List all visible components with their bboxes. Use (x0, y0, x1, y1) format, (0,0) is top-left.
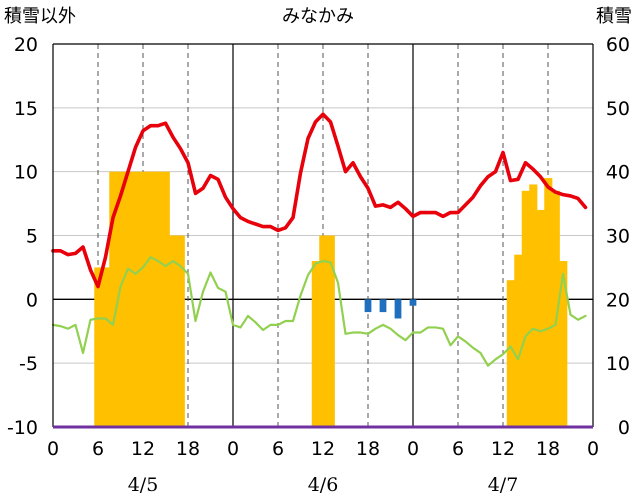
snow-depth-bar (154, 171, 163, 427)
left-tick-label: -5 (19, 353, 38, 375)
date-label: 4/7 (488, 474, 519, 496)
axes (52, 43, 594, 429)
snow-depth-bar (514, 254, 523, 427)
left-tick-label: -10 (7, 417, 38, 439)
snow-depth-bar (521, 190, 530, 427)
date-label: 4/5 (128, 474, 159, 496)
date-label: 4/6 (308, 474, 339, 496)
line-series (51, 112, 588, 367)
snow-depth-bar (139, 171, 148, 427)
x-tick-label: 18 (536, 438, 560, 460)
left-tick-label: 5 (26, 226, 38, 248)
snow-depth-bar (94, 267, 103, 427)
right-tick-label: 0 (618, 417, 630, 439)
x-tick-labels: 0 6 12 18 0 6 12 18 0 6 12 18 0 (47, 438, 599, 460)
snow-depth-bar (124, 171, 133, 427)
snow-depth-bar (101, 267, 110, 427)
snow-depth-bar (319, 235, 328, 427)
precipitation-bar (364, 299, 372, 313)
temperature-min-line (51, 256, 587, 367)
snow-depth-bar (131, 171, 140, 427)
precipitation-bar (409, 299, 417, 306)
snow-depth-bar (176, 235, 185, 427)
right-tick-label: 10 (606, 353, 630, 375)
x-tick-label: 12 (311, 438, 335, 460)
right-tick-label: 20 (606, 289, 630, 311)
chart-title: みなかみ (282, 6, 354, 27)
left-tick-label: 20 (14, 34, 38, 56)
x-tick-label: 0 (407, 438, 419, 460)
snow-depth-bar (536, 209, 545, 427)
x-tick-label: 12 (491, 438, 515, 460)
right-tick-labels: 60 50 40 30 20 10 0 (606, 34, 630, 439)
snow-depth-bar (544, 178, 553, 427)
snow-depth-bar (109, 171, 118, 427)
x-tick-label: 18 (176, 438, 200, 460)
date-labels: 4/5 4/6 4/7 (128, 474, 519, 496)
right-tick-label: 60 (606, 34, 630, 56)
left-tick-label: 10 (14, 162, 38, 184)
snow-depth-bar (326, 235, 335, 427)
bar-series (94, 171, 568, 427)
left-tick-label: 0 (26, 289, 38, 311)
precipitation-bar (394, 299, 402, 319)
left-axis-label: 積雪以外 (4, 6, 76, 27)
x-tick-label: 6 (272, 438, 284, 460)
snow-depth-bar (559, 261, 568, 427)
right-axis-label: 積雪 (596, 6, 632, 27)
left-tick-label: 15 (14, 98, 38, 120)
grid-lines (53, 44, 593, 427)
snow-depth-bar (116, 171, 125, 427)
right-tick-label: 40 (606, 162, 630, 184)
snow-depth-bar (311, 261, 320, 427)
snow-depth-bar (529, 184, 538, 427)
x-tick-label: 12 (131, 438, 155, 460)
right-tick-label: 30 (606, 226, 630, 248)
x-tick-label: 0 (227, 438, 239, 460)
x-tick-label: 6 (452, 438, 464, 460)
snow-depth-bar (169, 235, 178, 427)
left-tick-labels: 20 15 10 5 0 -5 -10 (7, 34, 38, 439)
x-tick-label: 6 (92, 438, 104, 460)
x-tick-label: 18 (356, 438, 380, 460)
snow-depth-bar (506, 280, 515, 427)
snow-depth-bar (146, 171, 155, 427)
x-tick-label: 0 (587, 438, 599, 460)
precipitation-bar (379, 299, 387, 313)
snow-depth-bar (551, 190, 560, 427)
temperature-max-line (51, 112, 588, 289)
snow-depth-bar (161, 171, 170, 427)
x-tick-label: 0 (47, 438, 59, 460)
right-tick-label: 50 (606, 98, 630, 120)
